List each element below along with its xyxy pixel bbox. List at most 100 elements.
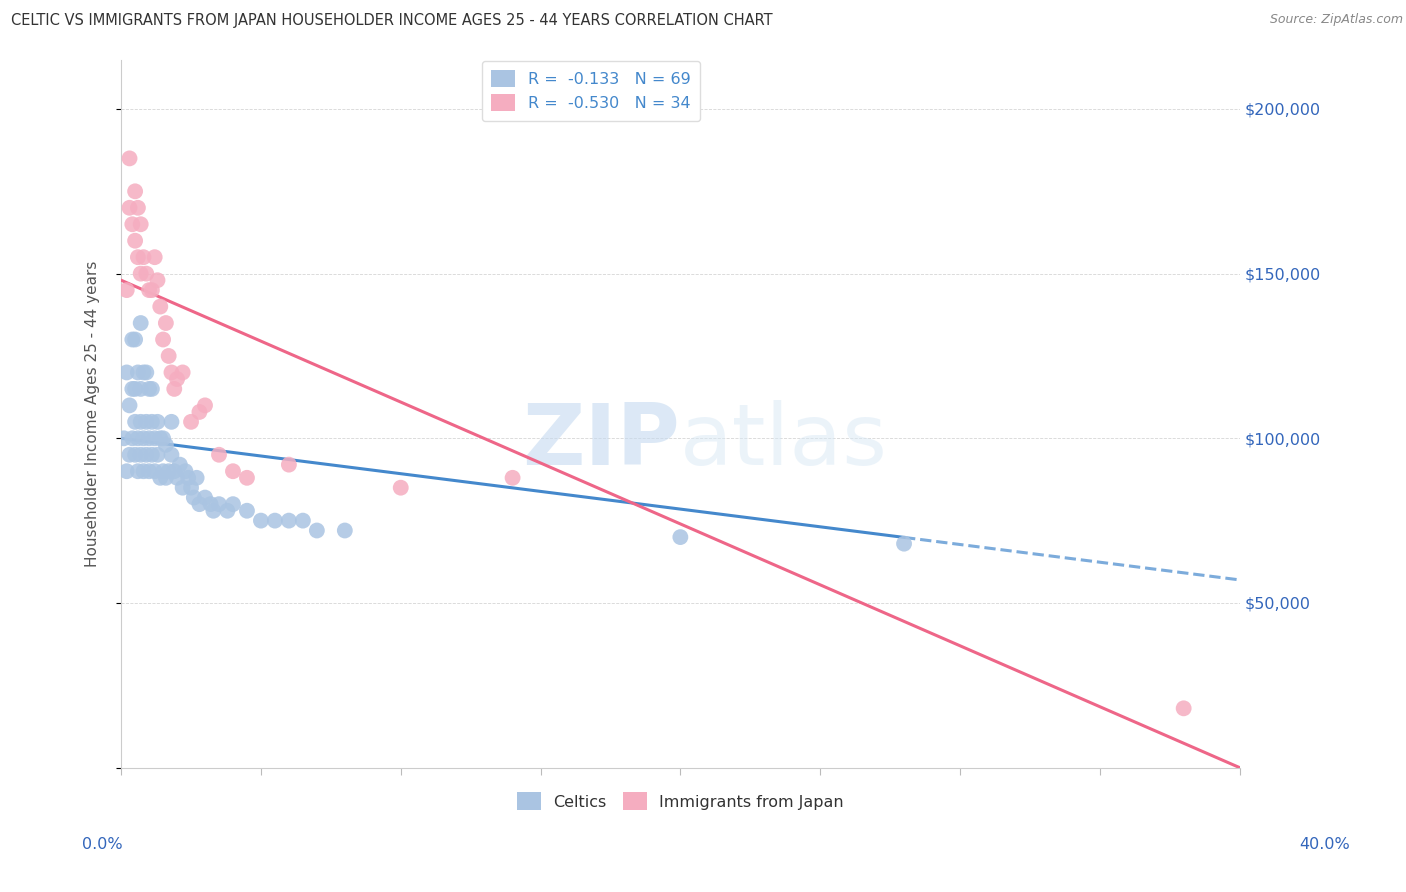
Point bbox=[121, 217, 143, 231]
Point bbox=[177, 471, 200, 485]
Text: 40.0%: 40.0% bbox=[1299, 837, 1350, 852]
Point bbox=[172, 481, 194, 495]
Point bbox=[141, 415, 163, 429]
Point bbox=[143, 250, 166, 264]
Point bbox=[135, 366, 157, 380]
Point bbox=[127, 201, 149, 215]
Point bbox=[291, 514, 314, 528]
Point bbox=[217, 504, 239, 518]
Point bbox=[124, 448, 146, 462]
Point bbox=[389, 481, 412, 495]
Point bbox=[124, 415, 146, 429]
Point bbox=[129, 415, 152, 429]
Point bbox=[188, 405, 211, 419]
Point bbox=[118, 152, 141, 166]
Point bbox=[160, 415, 183, 429]
Point bbox=[143, 464, 166, 478]
Point bbox=[138, 382, 160, 396]
Point bbox=[141, 448, 163, 462]
Point bbox=[121, 333, 143, 347]
Point bbox=[183, 491, 205, 505]
Point bbox=[157, 349, 180, 363]
Point bbox=[502, 471, 524, 485]
Point bbox=[166, 372, 188, 386]
Point bbox=[121, 382, 143, 396]
Text: atlas: atlas bbox=[681, 401, 889, 483]
Point bbox=[124, 333, 146, 347]
Point bbox=[194, 491, 217, 505]
Point bbox=[163, 382, 186, 396]
Point bbox=[135, 267, 157, 281]
Point bbox=[186, 471, 208, 485]
Point bbox=[180, 481, 202, 495]
Point bbox=[127, 366, 149, 380]
Point bbox=[118, 201, 141, 215]
Point bbox=[149, 431, 172, 445]
Point bbox=[152, 431, 174, 445]
Point bbox=[166, 471, 188, 485]
Point bbox=[129, 217, 152, 231]
Point bbox=[333, 524, 356, 538]
Point bbox=[155, 316, 177, 330]
Point bbox=[129, 382, 152, 396]
Point bbox=[124, 234, 146, 248]
Point bbox=[146, 415, 169, 429]
Point bbox=[112, 431, 135, 445]
Point bbox=[146, 273, 169, 287]
Point bbox=[115, 464, 138, 478]
Point bbox=[149, 300, 172, 314]
Point bbox=[129, 316, 152, 330]
Text: Source: ZipAtlas.com: Source: ZipAtlas.com bbox=[1270, 13, 1403, 27]
Point bbox=[141, 283, 163, 297]
Point bbox=[129, 448, 152, 462]
Point bbox=[132, 464, 155, 478]
Point bbox=[118, 398, 141, 412]
Point bbox=[157, 464, 180, 478]
Point bbox=[127, 250, 149, 264]
Point bbox=[152, 464, 174, 478]
Text: ZIP: ZIP bbox=[523, 401, 681, 483]
Point bbox=[669, 530, 692, 544]
Point bbox=[127, 431, 149, 445]
Point bbox=[208, 448, 231, 462]
Point bbox=[208, 497, 231, 511]
Point bbox=[146, 448, 169, 462]
Point bbox=[115, 283, 138, 297]
Point bbox=[138, 464, 160, 478]
Point bbox=[132, 366, 155, 380]
Point bbox=[194, 398, 217, 412]
Point bbox=[200, 497, 222, 511]
Point bbox=[305, 524, 328, 538]
Point bbox=[188, 497, 211, 511]
Point bbox=[124, 184, 146, 198]
Point bbox=[180, 415, 202, 429]
Point bbox=[277, 458, 299, 472]
Point bbox=[160, 366, 183, 380]
Point bbox=[1173, 701, 1195, 715]
Point bbox=[277, 514, 299, 528]
Point bbox=[163, 464, 186, 478]
Point bbox=[138, 283, 160, 297]
Point bbox=[138, 431, 160, 445]
Point bbox=[222, 464, 245, 478]
Text: CELTIC VS IMMIGRANTS FROM JAPAN HOUSEHOLDER INCOME AGES 25 - 44 YEARS CORRELATIO: CELTIC VS IMMIGRANTS FROM JAPAN HOUSEHOL… bbox=[11, 13, 773, 29]
Point bbox=[135, 415, 157, 429]
Point bbox=[115, 366, 138, 380]
Point bbox=[118, 448, 141, 462]
Point bbox=[132, 250, 155, 264]
Point bbox=[236, 471, 259, 485]
Point bbox=[155, 471, 177, 485]
Point bbox=[149, 471, 172, 485]
Point bbox=[135, 448, 157, 462]
Point bbox=[127, 464, 149, 478]
Y-axis label: Householder Income Ages 25 - 44 years: Householder Income Ages 25 - 44 years bbox=[86, 260, 100, 566]
Point bbox=[169, 458, 191, 472]
Point bbox=[121, 431, 143, 445]
Point bbox=[129, 267, 152, 281]
Legend: Celtics, Immigrants from Japan: Celtics, Immigrants from Japan bbox=[510, 786, 851, 816]
Point bbox=[236, 504, 259, 518]
Point bbox=[172, 366, 194, 380]
Point bbox=[152, 333, 174, 347]
Point bbox=[893, 536, 915, 550]
Point bbox=[141, 382, 163, 396]
